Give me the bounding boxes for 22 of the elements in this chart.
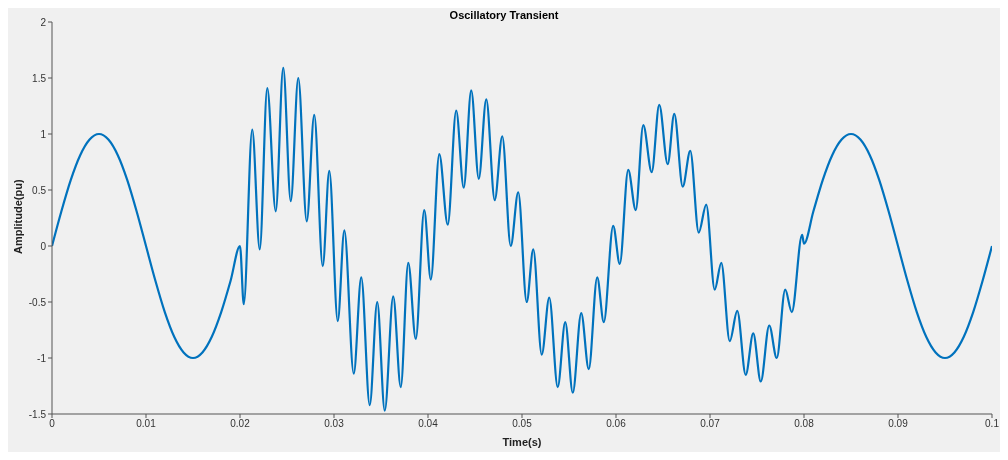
x-tick-label: 0.04 — [418, 418, 439, 430]
y-tick-label: -1 — [37, 352, 47, 364]
x-axis-title: Time(s) — [502, 436, 542, 448]
y-tick-label: 0 — [40, 240, 47, 252]
y-axis-title: Amplitude(pu) — [11, 179, 24, 254]
y-tick-label: -1.5 — [28, 408, 47, 420]
y-tick-label: 2 — [40, 16, 47, 28]
chart-title: Oscillatory Transient — [449, 9, 559, 21]
x-tick-label: 0.02 — [230, 418, 251, 430]
x-tick-label: 0.07 — [700, 418, 721, 430]
y-tick-label: 1 — [40, 128, 47, 140]
y-tick-label: 1.5 — [32, 72, 47, 84]
x-tick-label: 0.09 — [888, 418, 909, 430]
x-tick-label: 0 — [49, 418, 56, 430]
y-tick-label: -0.5 — [28, 296, 47, 308]
x-tick-label: 0.06 — [606, 418, 627, 430]
x-tick-label: 0.05 — [512, 418, 533, 430]
x-tick-label: 0.08 — [794, 418, 815, 430]
x-tick-label: 0.01 — [136, 418, 157, 430]
y-tick-label: 0.5 — [32, 184, 47, 196]
x-tick-label: 0.03 — [324, 418, 345, 430]
x-tick-label: 0.1 — [985, 418, 1000, 430]
